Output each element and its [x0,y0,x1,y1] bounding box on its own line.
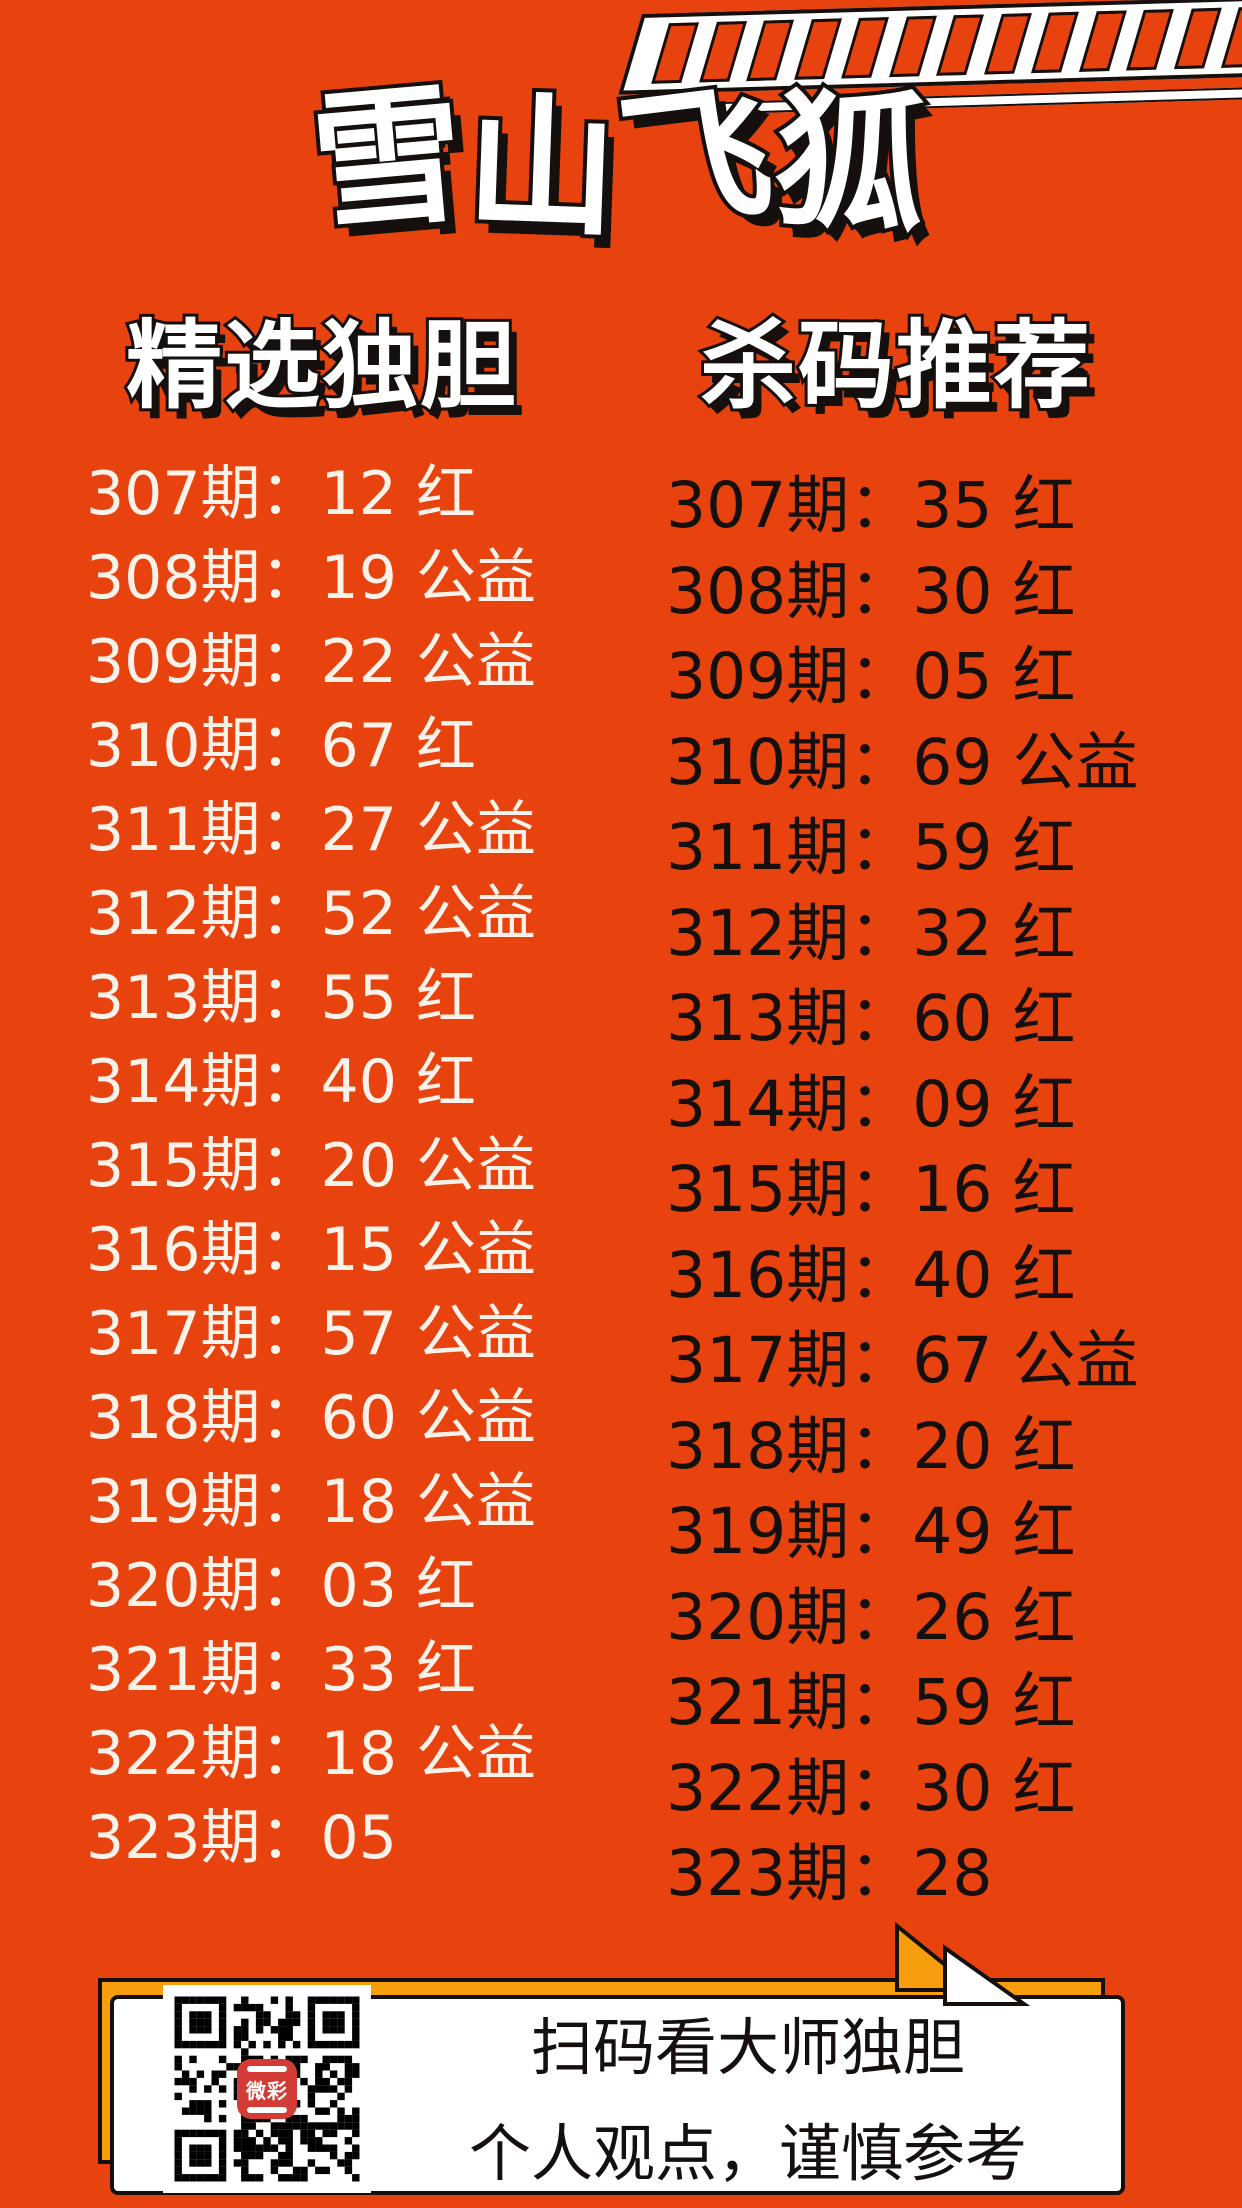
title-char: 飞 [607,60,789,259]
banner-stripe [841,17,889,79]
prediction-row: 317期：57 公益 [86,1298,536,1369]
speech-tail [895,1921,1031,2006]
qr-logo: 微彩 [237,2059,297,2119]
prediction-row: 308期：30 红 [666,554,1076,628]
title-char: 狐 [766,69,937,259]
banner-stripe [983,13,1032,75]
prediction-row: 314期：09 红 [666,1067,1076,1141]
prediction-row: 309期：22 公益 [86,626,536,697]
banner-stripe [793,18,842,80]
prediction-row: 308期：19 公益 [86,542,536,613]
prediction-row: 313期：60 红 [666,982,1076,1056]
prediction-row: 315期：16 红 [666,1153,1076,1227]
prediction-row: 316期：15 公益 [86,1214,536,1285]
prediction-row: 311期：27 公益 [86,794,536,865]
prediction-row: 307期：35 红 [666,469,1076,543]
prediction-row: 313期：55 红 [86,962,476,1033]
banner-stripe [1173,7,1222,70]
prediction-row: 307期：12 红 [86,458,476,529]
prediction-row: 320期：26 红 [666,1580,1076,1654]
column-header-kill-code: 杀码推荐 [697,307,1093,425]
title-char: 雪 [302,63,479,258]
kill-code-list: 307期：35 红 308期：30 红 309期：05 红 310期：69 公益 311… [666,458,1138,1912]
prediction-row: 321期：59 红 [666,1666,1076,1740]
qr-code: 微彩 [163,1985,371,2193]
banner-stripe [936,14,984,76]
prediction-row: 309期：05 红 [666,640,1076,714]
title-char: 山 [460,74,628,261]
single-pick-list: 307期：12 红 308期：19 公益 309期：22 公益 310期：67 红 31… [86,446,536,1874]
prediction-row: 319期：49 红 [666,1495,1076,1569]
prediction-row: 310期：67 红 [86,710,476,781]
prediction-row: 312期：32 红 [666,896,1076,970]
prediction-row: 317期：67 公益 [666,1324,1139,1398]
column-header-single-pick: 精选独胆 [123,307,519,425]
prediction-row: 316期：40 红 [666,1238,1076,1312]
prediction-row: 323期：28 [666,1837,993,1911]
banner-stripe [888,15,937,78]
prediction-row: 314期：40 红 [86,1046,476,1117]
banner-stripe [1031,11,1079,74]
prediction-row: 311期：59 红 [666,811,1076,885]
prediction-row: 318期：60 公益 [86,1382,536,1453]
prediction-row: 312期：52 公益 [86,878,536,949]
banner-stripe [1220,6,1242,68]
qr-logo-label: 微彩 [246,2078,288,2103]
prediction-row: 322期：30 红 [666,1751,1076,1825]
footer-text: 扫码看大师独胆 个人观点，谨慎参考 [375,1999,1121,2191]
page-title: 雪山飞狐 [0,60,1242,261]
prediction-row: 323期：05 [86,1802,397,1873]
prediction-row: 319期：18 公益 [86,1466,536,1537]
prediction-row: 320期：03 红 [86,1550,476,1621]
prediction-row: 315期：20 公益 [86,1130,536,1201]
footer-line1: 扫码看大师独胆 [530,2011,965,2084]
prediction-row: 318期：20 红 [666,1409,1076,1483]
banner-stripe [1078,10,1127,72]
prediction-row: 310期：69 公益 [666,725,1139,799]
prediction-row: 321期：33 红 [86,1634,476,1705]
banner-stripe [1126,9,1174,71]
prediction-row: 322期：18 公益 [86,1718,536,1789]
footer-line2: 个人观点，谨慎参考 [468,2117,1027,2190]
